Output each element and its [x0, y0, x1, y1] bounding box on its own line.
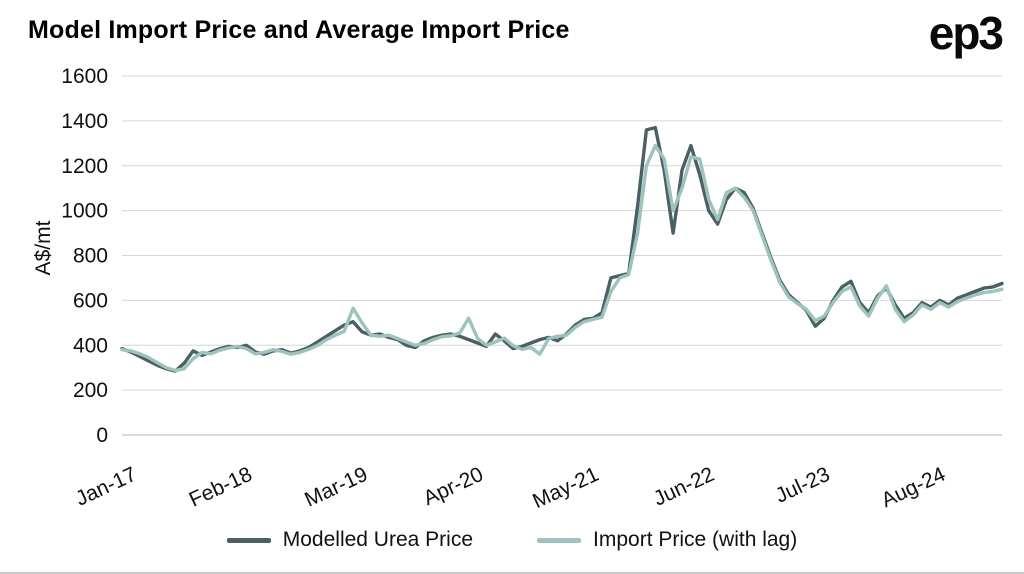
x-tick-label: Feb-18: [186, 463, 256, 512]
y-tick-label: 400: [73, 334, 108, 357]
legend-item-import: Import Price (with lag): [537, 528, 797, 552]
ep3-logo: ep3: [928, 7, 1004, 59]
legend-swatch-import: [537, 537, 582, 543]
x-tick-label: Jul-23: [772, 463, 834, 508]
x-tick-label: Jun-22: [650, 463, 718, 511]
y-tick-label: 1200: [61, 155, 108, 178]
y-tick-label: 600: [73, 289, 108, 312]
y-tick-label: 800: [73, 245, 108, 268]
series-line-import-price: [120, 143, 1004, 373]
bottom-divider: [0, 572, 1024, 574]
y-tick-label: 0: [96, 424, 108, 447]
x-tick-label: May-21: [529, 463, 602, 513]
y-tick-label: 1600: [61, 65, 108, 88]
x-tick-label: Jan-17: [72, 463, 140, 511]
y-tick-label: 1400: [61, 110, 108, 133]
legend-label-import: Import Price (with lag): [593, 528, 798, 551]
x-tick-label: Aug-24: [878, 463, 949, 513]
legend-item-modelled: Modelled Urea Price: [226, 528, 474, 552]
legend-swatch-modelled: [226, 537, 271, 543]
y-tick-label: 1000: [61, 200, 108, 223]
chart-legend: Modelled Urea Price Import Price (with l…: [0, 528, 1024, 552]
x-tick-label: Apr-20: [420, 463, 487, 510]
legend-label-modelled: Modelled Urea Price: [282, 528, 474, 551]
page-title: Model Import Price and Average Import Pr…: [28, 16, 570, 44]
x-tick-label: Mar-19: [301, 463, 371, 512]
y-tick-label: 200: [73, 379, 108, 402]
